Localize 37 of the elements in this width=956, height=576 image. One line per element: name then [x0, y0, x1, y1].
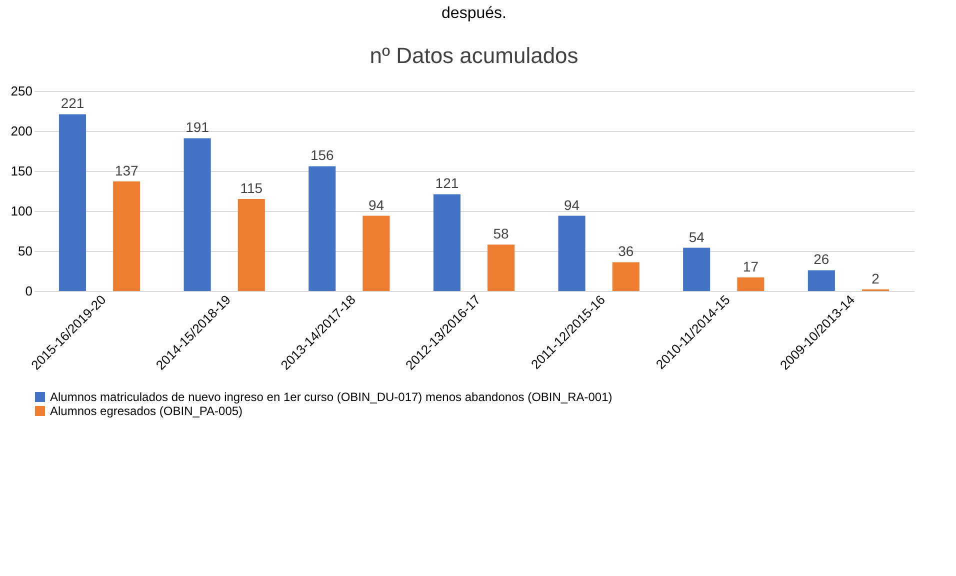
bar [808, 270, 835, 291]
y-tick-label: 250 [10, 84, 32, 98]
y-tick-label: 0 [25, 284, 32, 298]
bar [58, 114, 86, 291]
bar [238, 199, 265, 291]
data-label: 58 [493, 226, 510, 242]
bar [488, 244, 515, 291]
bar [737, 277, 764, 291]
bar [113, 181, 140, 291]
data-label: 26 [814, 251, 830, 268]
data-label: 17 [742, 258, 759, 274]
y-tick-label: 200 [10, 124, 32, 138]
bar [308, 166, 336, 291]
data-label: 94 [564, 196, 580, 213]
data-label: 121 [435, 175, 459, 192]
legend-label: Alumnos egresados (OBIN_PA-005) [50, 404, 243, 418]
data-label: 137 [114, 162, 138, 178]
bar [433, 194, 460, 291]
data-label: 115 [240, 180, 263, 196]
data-label: 156 [310, 147, 334, 164]
data-label: 191 [186, 119, 210, 136]
bar [558, 216, 586, 291]
y-tick-label: 100 [10, 204, 32, 218]
data-label: 2 [872, 270, 880, 286]
data-label: 94 [368, 196, 384, 213]
y-tick-label: 50 [18, 244, 32, 258]
data-label: 54 [688, 228, 705, 245]
data-label: 36 [618, 243, 634, 260]
text: después. [442, 5, 506, 22]
chart-title: nº Datos acumulados [370, 43, 578, 68]
bar [362, 216, 390, 291]
bar [612, 262, 640, 291]
bar [683, 248, 710, 291]
bar [184, 138, 211, 291]
data-label: 221 [60, 95, 84, 112]
y-tick-label: 150 [10, 164, 32, 178]
legend-label: Alumnos matriculados de nuevo ingreso en 1er curso (OBIN_DU-017) menos abandonos (OBIN_RA-001) [50, 390, 612, 404]
